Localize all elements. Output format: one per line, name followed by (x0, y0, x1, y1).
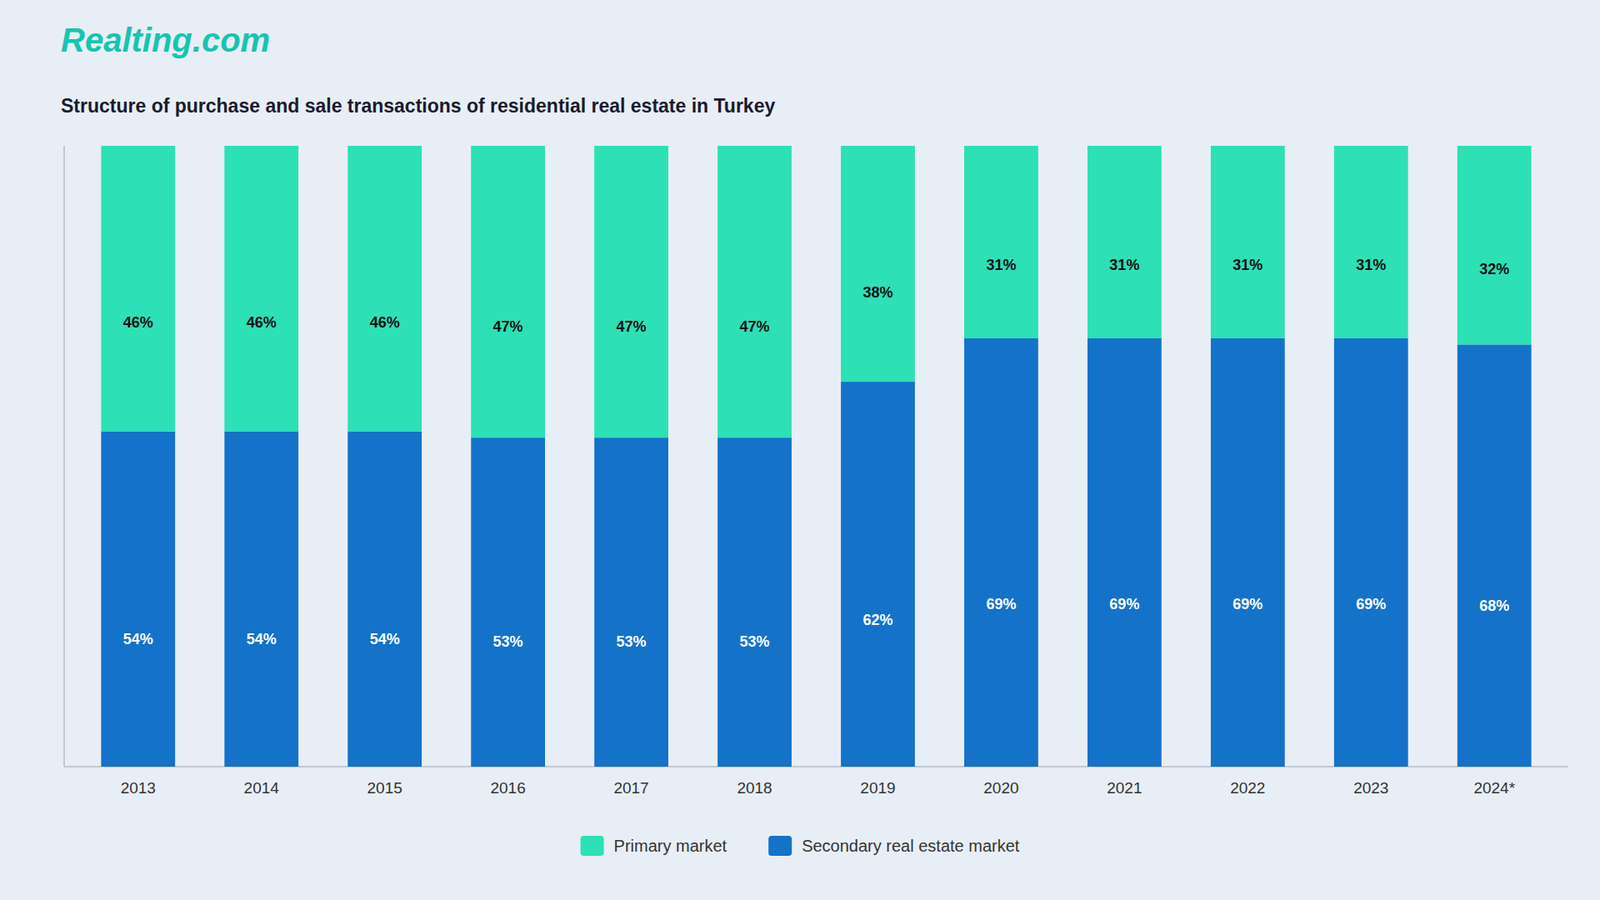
bar-segment (470, 437, 545, 767)
data-label: 62% (862, 611, 893, 629)
bars (100, 145, 1531, 767)
data-label: 46% (370, 314, 400, 331)
x-tick-label: 2020 (983, 779, 1019, 797)
bar-segment (100, 431, 175, 767)
data-label: 38% (862, 284, 893, 301)
bar-segment (224, 145, 299, 432)
data-label: 53% (740, 633, 770, 650)
bar-segment (1457, 145, 1532, 345)
legend-swatch (768, 835, 792, 856)
legend-label: Secondary real estate market (801, 836, 1020, 855)
legend-label: Primary market (614, 836, 728, 855)
data-label: 46% (123, 314, 154, 331)
bar-segment (1210, 145, 1285, 339)
data-label: 31% (1232, 256, 1263, 274)
data-label: 53% (493, 633, 524, 650)
data-label: 54% (123, 630, 154, 648)
bar-segment (1087, 145, 1162, 339)
x-tick-label: 2015 (367, 779, 403, 797)
bar-segment (594, 437, 669, 767)
x-tick-label: 2016 (490, 779, 525, 797)
bar-segment (964, 145, 1039, 339)
data-label: 31% (1355, 256, 1386, 274)
x-tick-label: 2022 (1230, 779, 1265, 797)
x-tick-label: 2023 (1353, 779, 1389, 797)
data-label: 47% (616, 318, 647, 335)
bar-segment (224, 431, 299, 767)
bar-segment (347, 145, 422, 432)
y-axis-line (64, 145, 65, 767)
title: Structure of purchase and sale transacti… (60, 95, 775, 117)
bar-segment (717, 145, 792, 438)
bar-segment (717, 437, 792, 767)
data-label: 54% (246, 630, 277, 648)
x-tick-label: 2013 (120, 779, 156, 797)
logo: Realting.com (60, 21, 270, 59)
data-label: 68% (1479, 597, 1510, 615)
bar-segment (964, 338, 1039, 767)
data-label: 69% (985, 595, 1016, 613)
x-tick-label: 2019 (860, 779, 895, 797)
data-label: 69% (1232, 595, 1263, 613)
x-tick-label: 2014 (244, 779, 280, 797)
bar-segment (840, 145, 915, 382)
bar-segment (1210, 338, 1285, 767)
x-tick-label: 2024* (1473, 779, 1515, 797)
legend: Primary market Secondary real estate mark… (580, 835, 1020, 856)
x-tick-label: 2017 (613, 779, 649, 797)
data-label: 69% (1109, 595, 1140, 613)
bar-segment (470, 145, 545, 438)
bar-segment (1334, 145, 1409, 339)
data-label: 47% (740, 318, 770, 335)
chart-container: Realting.com Structure of purchase and sa… (0, 0, 1600, 900)
data-label: 54% (370, 630, 400, 648)
data-labels: 54% 54% 54% 53% 53% 53% 62% 69% 69% 69% 69% 68% 46% 4… (123, 256, 1510, 650)
chart-svg: Realting.com Structure of purchase and sa… (0, 0, 1600, 900)
data-label: 31% (985, 256, 1016, 274)
x-tick-label: 2021 (1106, 779, 1142, 797)
data-label: 31% (1109, 256, 1140, 274)
bar-segment (840, 381, 915, 767)
legend-swatch (580, 835, 605, 856)
bar-segment (594, 145, 669, 438)
data-label: 32% (1479, 260, 1510, 278)
data-label: 46% (246, 314, 277, 331)
data-label: 47% (493, 318, 524, 335)
bar-segment (100, 145, 175, 432)
bar-segment (347, 431, 422, 767)
bar-segment (1334, 338, 1409, 767)
data-label: 53% (616, 633, 647, 650)
data-label: 69% (1355, 595, 1386, 613)
bar-segment (1457, 344, 1532, 767)
bar-segment (1087, 338, 1162, 767)
x-tick-label: 2018 (736, 779, 772, 797)
